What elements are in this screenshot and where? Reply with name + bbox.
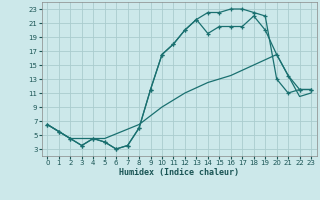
X-axis label: Humidex (Indice chaleur): Humidex (Indice chaleur) [119,168,239,177]
